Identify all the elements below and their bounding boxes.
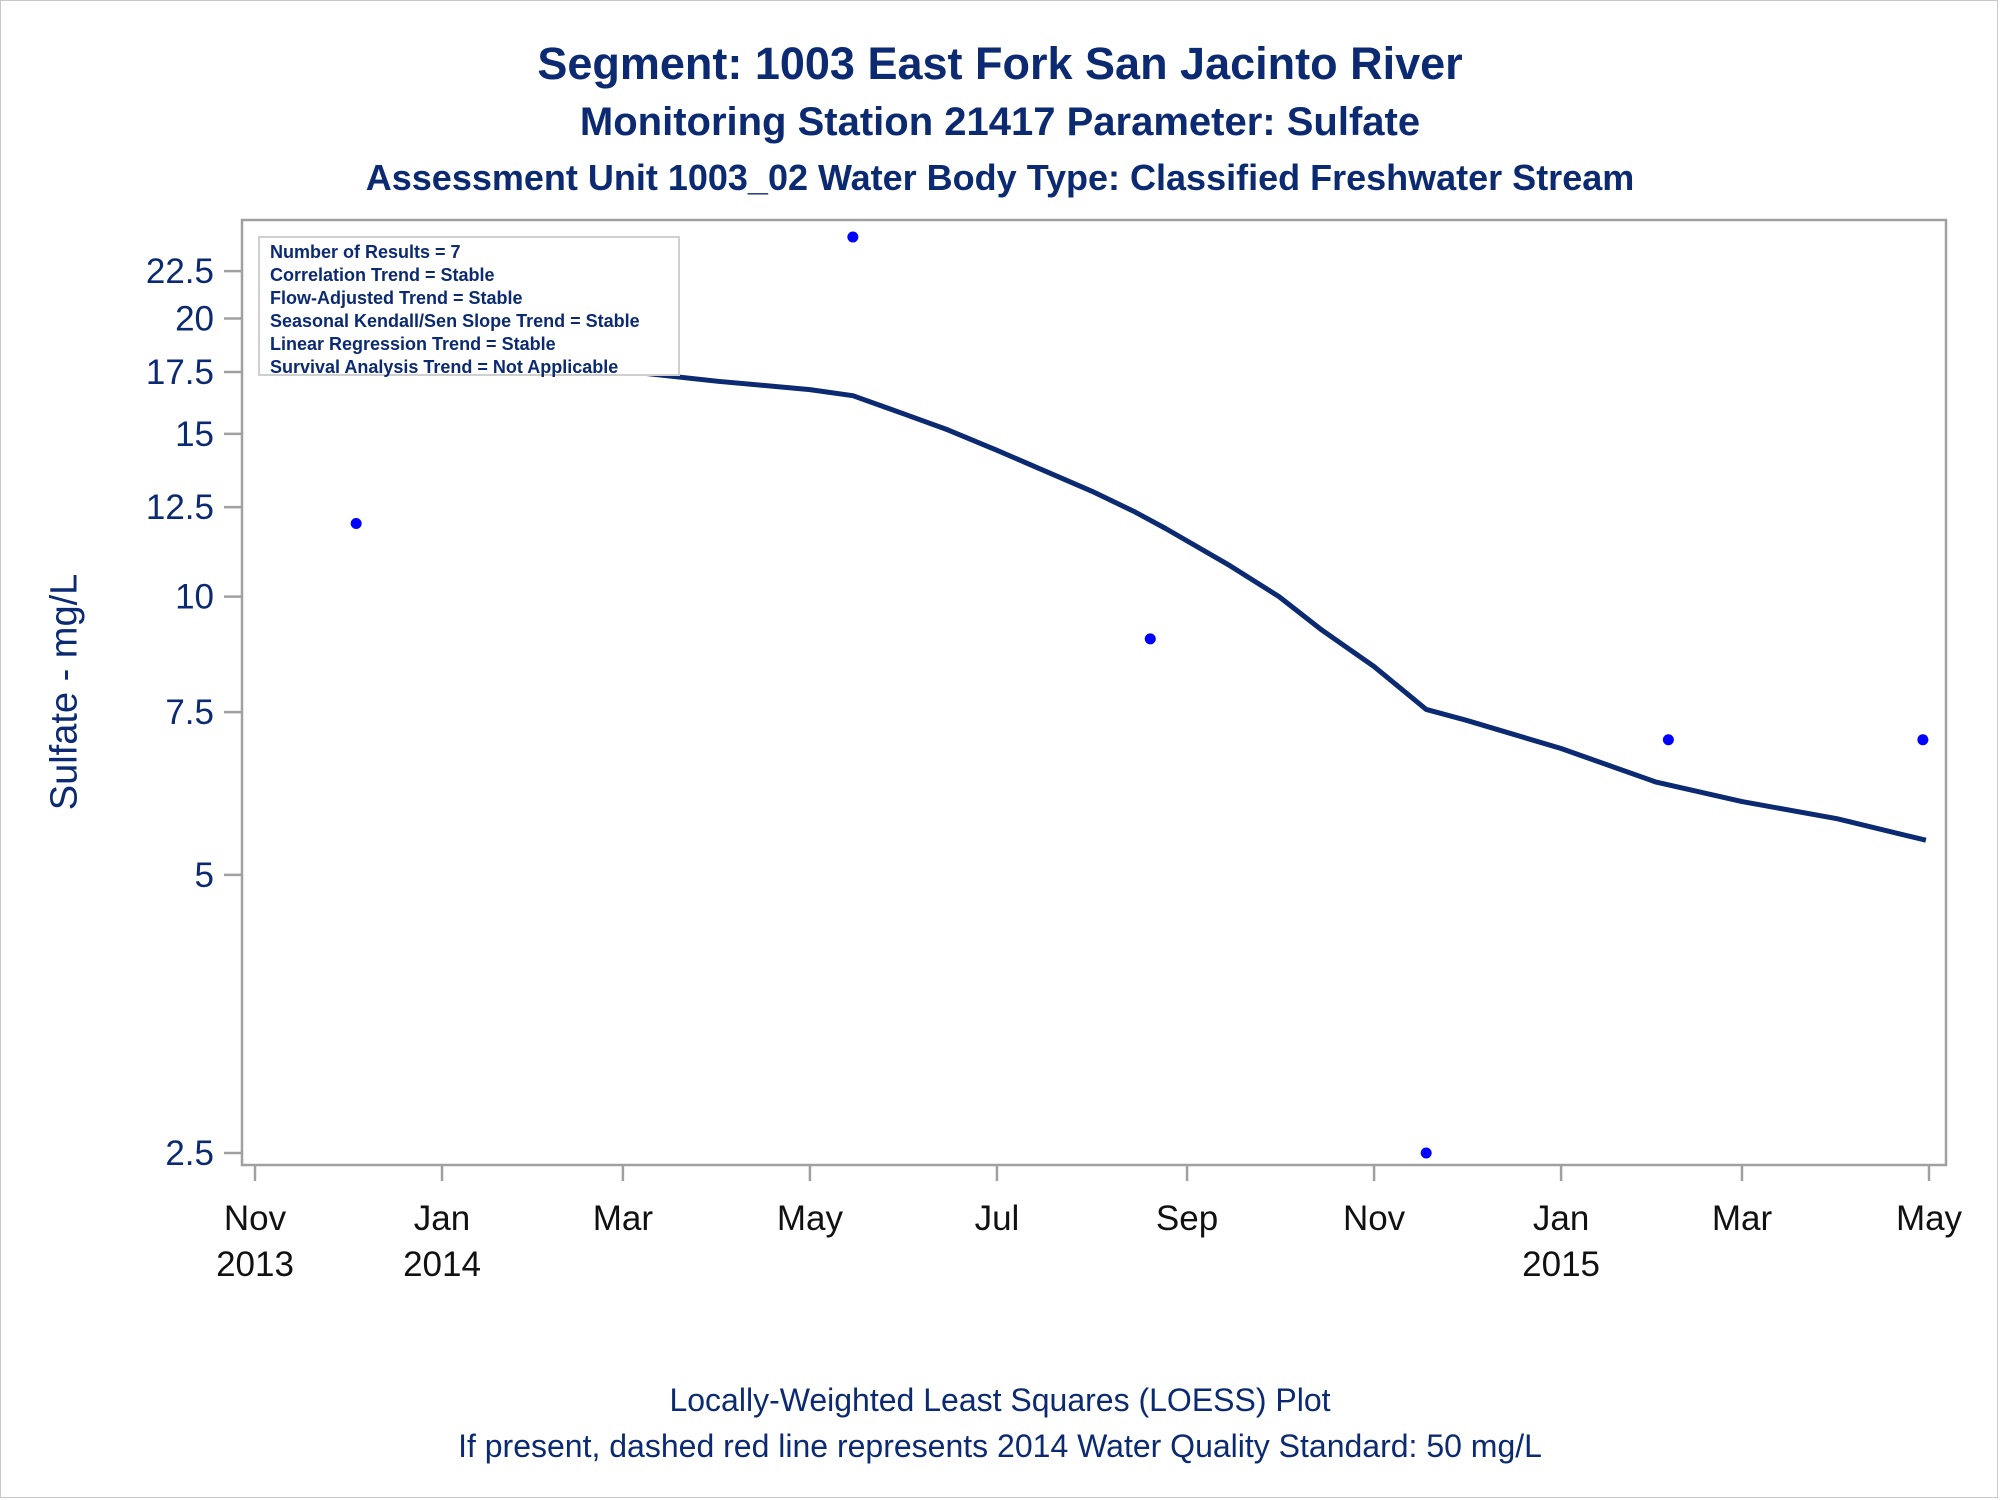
x-tick-year-label: 2014 xyxy=(403,1245,481,1284)
x-tick-year-label: 2015 xyxy=(1522,1245,1600,1284)
y-tick-label: 7.5 xyxy=(165,693,214,732)
data-point xyxy=(847,231,859,243)
x-tick-label: Jan xyxy=(1533,1199,1589,1238)
data-point xyxy=(1917,734,1929,746)
data-point xyxy=(1144,633,1156,645)
chart-subtitle: Monitoring Station 21417 Parameter: Sulf… xyxy=(579,100,1421,144)
x-tick-label: Nov xyxy=(1343,1199,1406,1238)
x-tick-label: Jul xyxy=(975,1199,1020,1238)
data-point xyxy=(1420,1147,1432,1159)
data-point xyxy=(350,517,362,529)
y-axis: 2.5 5 7.5 10 12.5 15 17.5 20 22.5 xyxy=(146,252,242,1173)
x-tick-label: Mar xyxy=(1712,1199,1773,1238)
x-tick-label: Sep xyxy=(1156,1199,1218,1238)
legend-seasonal-kendall-trend: Seasonal Kendall/Sen Slope Trend = Stabl… xyxy=(270,311,640,331)
x-tick-label: May xyxy=(777,1199,844,1238)
x-tick-label: Mar xyxy=(593,1199,654,1238)
y-tick-label: 15 xyxy=(175,415,214,454)
plot-area xyxy=(240,218,1948,1167)
data-point xyxy=(1662,734,1674,746)
y-tick-label: 5 xyxy=(195,856,214,895)
x-tick-year-label: 2013 xyxy=(216,1245,294,1284)
footer-line-2: If present, dashed red line represents 2… xyxy=(458,1428,1542,1464)
y-tick-label: 22.5 xyxy=(146,252,214,291)
y-tick-label: 17.5 xyxy=(146,353,214,392)
legend-correlation-trend: Correlation Trend = Stable xyxy=(270,265,495,285)
legend-linear-regression-trend: Linear Regression Trend = Stable xyxy=(270,334,556,354)
x-tick-label: Jan xyxy=(414,1199,470,1238)
y-axis-label: Sulfate - mg/L xyxy=(43,573,86,811)
trend-legend: Number of Results = 7 Correlation Trend … xyxy=(258,236,680,377)
loess-line xyxy=(356,356,1927,843)
y-tick-label: 10 xyxy=(175,578,214,617)
y-tick-label: 20 xyxy=(175,299,214,338)
y-tick-label: 12.5 xyxy=(146,488,214,527)
chart-title: Segment: 1003 East Fork San Jacinto Rive… xyxy=(537,38,1463,89)
x-tick-label: Nov xyxy=(224,1199,287,1238)
x-tick-label: May xyxy=(1896,1199,1963,1238)
legend-flow-adjusted-trend: Flow-Adjusted Trend = Stable xyxy=(270,288,523,308)
footer-line-1: Locally-Weighted Least Squares (LOESS) P… xyxy=(669,1382,1331,1418)
x-axis: Nov 2013 Jan 2014 Mar May Jul Sep Nov Jan 2015 Mar M… xyxy=(216,1165,1963,1284)
chart-subtitle-2: Assessment Unit 1003_02 Water Body Type:… xyxy=(365,157,1635,198)
legend-survival-analysis-trend: Survival Analysis Trend = Not Applicable xyxy=(270,357,619,377)
legend-number-of-results: Number of Results = 7 xyxy=(270,242,461,262)
y-tick-label: 2.5 xyxy=(165,1134,214,1173)
